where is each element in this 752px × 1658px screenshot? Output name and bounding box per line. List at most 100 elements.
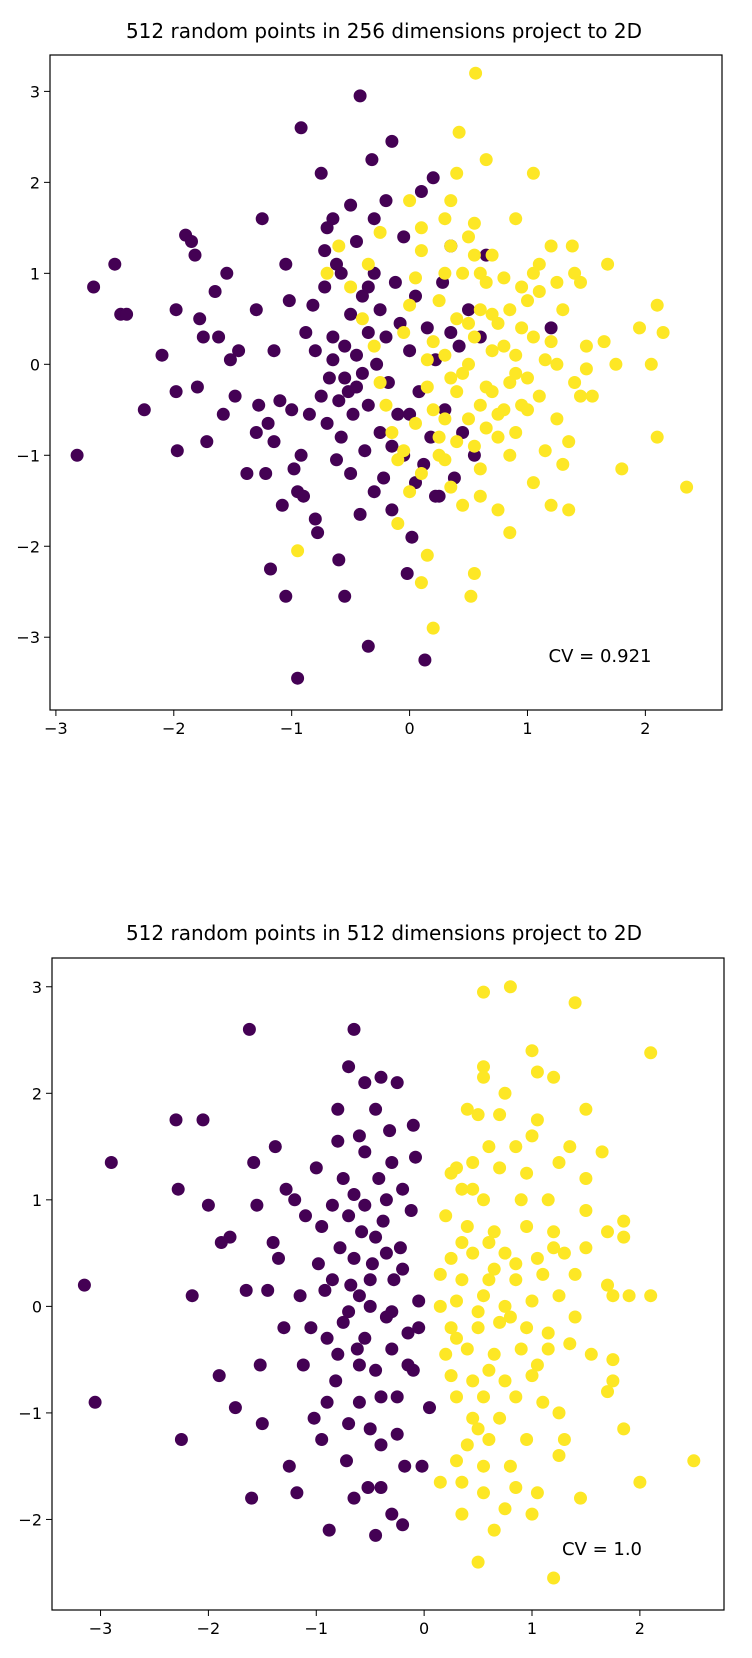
data-point bbox=[633, 321, 646, 335]
data-point bbox=[426, 171, 440, 185]
data-point bbox=[374, 1438, 388, 1452]
data-point bbox=[414, 221, 428, 235]
data-point bbox=[485, 385, 499, 399]
data-point bbox=[212, 1369, 226, 1383]
data-point bbox=[318, 280, 332, 294]
data-point bbox=[493, 1315, 507, 1329]
data-point bbox=[473, 266, 487, 280]
data-point bbox=[347, 1251, 361, 1265]
data-point bbox=[331, 1134, 345, 1148]
data-point bbox=[444, 239, 458, 253]
data-point bbox=[70, 448, 84, 462]
data-point bbox=[467, 567, 481, 580]
data-point bbox=[460, 1220, 474, 1233]
data-point bbox=[532, 389, 546, 403]
data-point bbox=[332, 553, 346, 567]
data-point bbox=[644, 1046, 658, 1060]
data-point bbox=[509, 348, 523, 362]
y-tick-label: 1 bbox=[30, 264, 40, 283]
data-point bbox=[228, 389, 242, 403]
plot-frame bbox=[49, 54, 723, 711]
data-point bbox=[509, 212, 523, 226]
data-point bbox=[541, 1193, 555, 1207]
data-point bbox=[547, 1225, 561, 1239]
x-tick-label: 0 bbox=[419, 1619, 429, 1638]
data-point bbox=[477, 1390, 490, 1404]
data-point bbox=[174, 1433, 188, 1446]
data-point bbox=[193, 312, 207, 326]
data-point bbox=[363, 1273, 377, 1287]
y-tick-label: 1 bbox=[32, 1191, 42, 1210]
data-point bbox=[196, 330, 210, 344]
data-point bbox=[318, 1283, 332, 1297]
points-layer bbox=[70, 66, 694, 685]
data-point bbox=[541, 1326, 555, 1340]
data-point bbox=[346, 407, 360, 421]
data-point bbox=[287, 462, 301, 476]
data-point bbox=[462, 230, 475, 244]
data-point bbox=[467, 448, 481, 462]
data-point bbox=[299, 326, 313, 339]
data-point bbox=[579, 339, 593, 353]
points-layer bbox=[77, 980, 701, 1585]
data-point bbox=[208, 285, 222, 298]
data-point bbox=[379, 398, 393, 412]
data-point bbox=[487, 1523, 501, 1537]
data-point bbox=[466, 1411, 480, 1425]
data-point bbox=[320, 266, 334, 280]
data-point bbox=[344, 198, 358, 212]
data-point bbox=[120, 307, 134, 321]
data-point bbox=[358, 1076, 372, 1090]
data-point bbox=[353, 89, 367, 103]
data-point bbox=[426, 403, 440, 417]
data-point bbox=[361, 257, 375, 271]
data-point bbox=[544, 321, 558, 335]
data-point bbox=[330, 453, 343, 467]
data-point bbox=[467, 330, 481, 344]
data-point bbox=[444, 480, 458, 494]
data-point bbox=[606, 1374, 620, 1388]
data-point bbox=[340, 1454, 353, 1468]
data-point bbox=[294, 448, 308, 462]
data-point bbox=[547, 1070, 561, 1084]
data-point bbox=[342, 1417, 356, 1431]
y-tick-label: −2 bbox=[16, 537, 40, 556]
data-point bbox=[261, 416, 275, 430]
data-point bbox=[498, 1299, 512, 1313]
data-point bbox=[365, 153, 379, 167]
data-point bbox=[562, 435, 576, 449]
data-point bbox=[385, 503, 399, 517]
chart-title: 512 random points in 256 dimensions proj… bbox=[126, 19, 642, 43]
data-point bbox=[438, 212, 452, 226]
data-point bbox=[433, 1299, 447, 1313]
data-point bbox=[420, 321, 434, 335]
data-point bbox=[352, 1129, 366, 1143]
data-point bbox=[403, 194, 417, 208]
data-point bbox=[477, 1193, 490, 1207]
data-point bbox=[185, 235, 198, 248]
data-point bbox=[347, 1022, 361, 1036]
data-point bbox=[497, 271, 511, 285]
data-point bbox=[373, 303, 387, 317]
data-point bbox=[228, 1401, 242, 1415]
data-point bbox=[297, 489, 310, 503]
data-point bbox=[530, 1113, 544, 1127]
y-tick-label: 0 bbox=[30, 355, 40, 374]
data-point bbox=[275, 498, 289, 512]
data-point bbox=[503, 1459, 517, 1473]
data-point bbox=[361, 639, 375, 653]
data-point bbox=[550, 412, 564, 426]
data-point bbox=[532, 285, 546, 298]
data-point bbox=[334, 430, 348, 444]
y-tick-label: 3 bbox=[30, 82, 40, 101]
data-point bbox=[579, 1204, 593, 1217]
data-point bbox=[249, 303, 263, 317]
data-point bbox=[379, 194, 393, 208]
data-point bbox=[170, 444, 184, 458]
data-point bbox=[574, 275, 587, 289]
data-point bbox=[315, 1433, 329, 1446]
data-point bbox=[396, 1518, 410, 1532]
data-point bbox=[479, 421, 493, 435]
data-point bbox=[245, 1491, 259, 1505]
